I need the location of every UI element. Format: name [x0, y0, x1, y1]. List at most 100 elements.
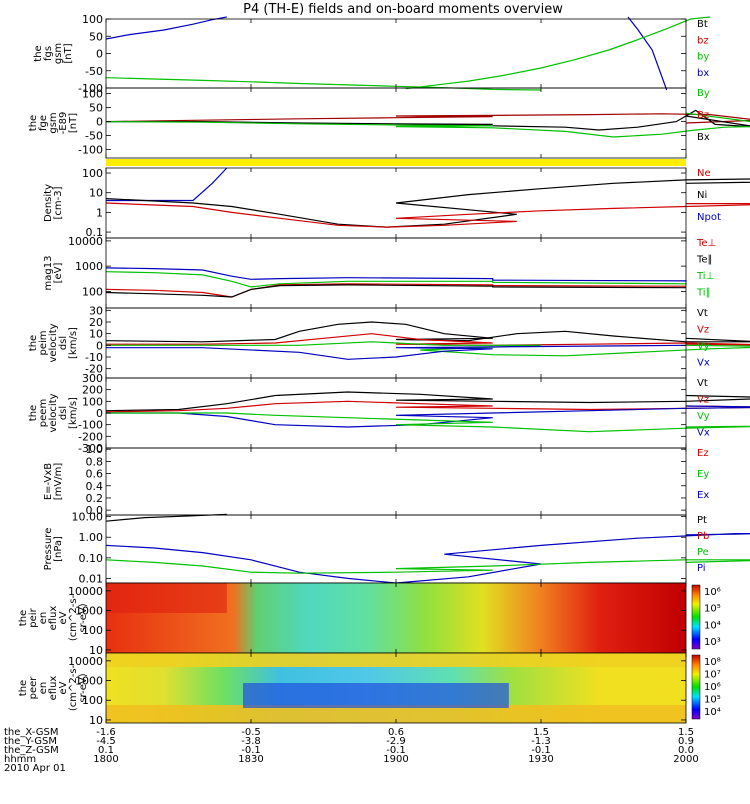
legend-entry: Vz — [697, 325, 709, 336]
y-tick-label: 100 — [82, 167, 103, 180]
series-by — [105, 77, 542, 91]
series-Te∥ — [105, 284, 687, 298]
y-tick-label: 0.4 — [86, 480, 104, 493]
ephemeris-value: 0.9 — [678, 736, 694, 747]
y-axis-label-line: [eV] — [53, 263, 64, 284]
series-Vx — [106, 344, 687, 360]
y-tick-label: 0.01 — [79, 572, 104, 585]
colorbar-label: 10⁶ — [704, 587, 721, 598]
panel-p8: 10.00 1.00 0.10 0.01 Pressure [nPa] Pt Pb Pe Pi — [43, 511, 750, 585]
y-axis-label-line: en — [38, 612, 49, 625]
legend-entry: by — [697, 52, 709, 63]
y-axis-label-line: the — [28, 405, 39, 421]
ephemeris-value: 1830 — [238, 754, 263, 765]
y-tick-label: 0.0 — [86, 504, 104, 517]
legend-entry: Pe — [697, 547, 709, 558]
panel-p3: 100 10 1 0.1 Density [cm-3] Ne Ni Npot — [43, 167, 750, 239]
y-axis-label-line: dsl — [58, 406, 69, 420]
panel-p1: 100 50 0 -50 -100 the fgs gsm [nT] Bt bz by bx — [33, 13, 711, 95]
series-Bx — [106, 109, 750, 131]
y-tick-label: 0.10 — [79, 552, 104, 565]
colorbar-label: 10⁵ — [704, 604, 721, 615]
y-axis-label-line: the — [28, 115, 39, 131]
colorbar-label: 10⁴ — [704, 707, 721, 718]
legend-entry: Ez — [697, 448, 709, 459]
series-Vy — [106, 341, 750, 357]
legend-entry: By — [697, 88, 710, 99]
y-tick-label: 1.0 — [86, 443, 104, 456]
panel-frame — [105, 447, 687, 516]
y-axis-label-line: peem — [38, 399, 49, 427]
y-axis-label-line: mag13 — [43, 256, 54, 291]
y-tick-label: 100 — [82, 395, 103, 408]
legend-entry: Ne — [697, 168, 711, 179]
y-tick-label: 1 — [96, 206, 103, 219]
y-axis-label-line: fgs — [43, 46, 54, 61]
legend-entry: Pi — [697, 563, 706, 574]
ephemeris-value: -3.8 — [241, 736, 261, 747]
y-axis-label-line: [km/s] — [68, 397, 79, 429]
colorbar — [691, 654, 701, 720]
legend-entry: Ni — [697, 190, 707, 201]
legend-entry: Pb — [697, 531, 709, 542]
series-Npot — [106, 167, 228, 202]
y-tick-label: 50 — [89, 30, 103, 43]
y-axis-label-line: (cm^2-s- — [68, 594, 79, 641]
y-tick-label: 1000 — [75, 605, 103, 618]
ephemeris-value: -0.1 — [386, 745, 406, 756]
ephemeris-value: -1.3 — [531, 736, 551, 747]
series-by — [405, 16, 711, 90]
series-Pi — [105, 532, 750, 584]
y-tick-label: 10000 — [68, 655, 103, 668]
ephemeris-label: the_X-GSM — [4, 727, 58, 738]
ephemeris-value: -1.6 — [96, 727, 116, 738]
ephemeris-value: -0.1 — [531, 745, 551, 756]
colorbar-label: 10⁶ — [704, 682, 721, 693]
y-tick-label: 100 — [82, 285, 103, 298]
colorbar-label: 10⁷ — [704, 670, 721, 681]
y-tick-label: 100 — [82, 624, 103, 637]
colorbar-label: 10³ — [704, 637, 721, 648]
colorbar-label: 10⁸ — [704, 657, 721, 668]
legend-entry: Vx — [697, 428, 710, 439]
y-axis-label-line: velocity — [48, 323, 59, 362]
legend-entry: Vy — [697, 411, 710, 422]
panel-frame — [105, 87, 687, 159]
y-axis-label: the fgs gsm [nT] — [33, 43, 74, 64]
ephemeris-value: 1900 — [383, 754, 408, 765]
y-axis-label-line: the — [33, 45, 44, 61]
y-axis-label-line: velocity — [48, 393, 59, 432]
series-Ni — [105, 178, 750, 228]
y-axis-label-line: fge — [38, 115, 49, 131]
legend-entry: Vt — [697, 308, 708, 319]
y-tick-label: -50 — [85, 130, 103, 143]
panel-frame — [105, 237, 687, 309]
legend-entry: Vt — [697, 378, 708, 389]
ephemeris-value: 1.5 — [678, 727, 694, 738]
y-tick-label: -100 — [78, 82, 103, 95]
legend-entry: Vx — [697, 358, 710, 369]
y-tick-label: -200 — [78, 430, 103, 443]
y-axis-label-line: the — [28, 335, 39, 351]
y-tick-label: 1.00 — [79, 531, 104, 544]
ephemeris-value: 1930 — [528, 754, 553, 765]
y-tick-label: 10 — [89, 328, 103, 341]
legend-entry: Vz — [697, 395, 709, 406]
y-tick-label: 300 — [82, 372, 103, 385]
y-axis-label-line: [cm-3] — [53, 186, 64, 219]
y-axis-label-line: [nT] — [68, 113, 79, 133]
y-tick-label: 0 — [96, 339, 103, 352]
series-By — [105, 112, 750, 138]
ephemeris-value: 0.0 — [678, 745, 694, 756]
y-tick-label: 100 — [82, 88, 103, 101]
legend-entry: Te⊥ — [696, 238, 716, 249]
legend-entry: Bx — [697, 132, 710, 143]
y-axis-label-line: peim — [38, 330, 49, 355]
y-tick-label: 20 — [89, 316, 103, 329]
y-tick-label: -300 — [78, 442, 103, 455]
y-axis-label-line: en — [38, 682, 49, 695]
ephemeris-value: 0.1 — [98, 745, 114, 756]
chart-title: P4 (TH-E) fields and on-board moments ov… — [243, 2, 563, 17]
